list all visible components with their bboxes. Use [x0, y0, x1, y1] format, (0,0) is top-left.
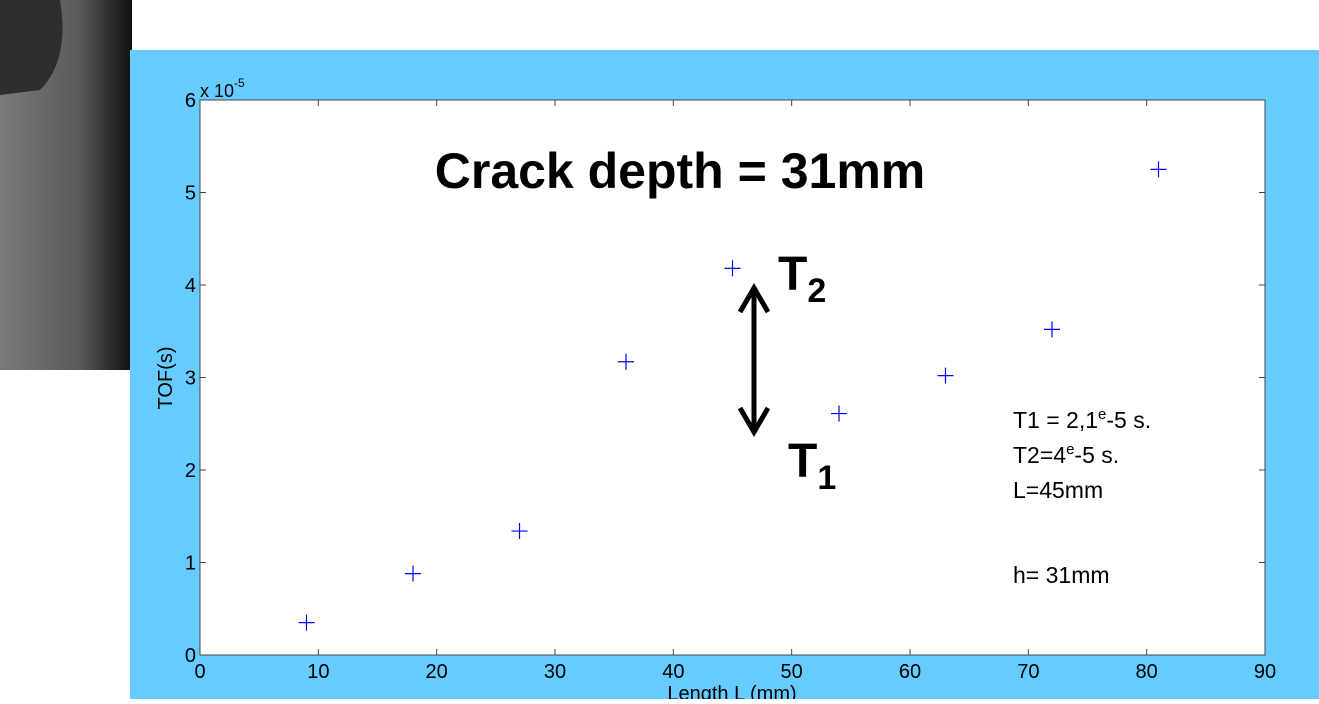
x-tick-label: 20: [426, 661, 448, 683]
x-tick-label: 30: [544, 661, 566, 683]
text-part: 1: [817, 459, 836, 497]
y-tick-label: 1: [185, 553, 196, 575]
y-tick-label: 4: [185, 275, 196, 297]
y-tick-label: 2: [185, 460, 196, 482]
text-part: T: [788, 435, 817, 488]
text-part: e: [1066, 441, 1074, 458]
y-tick-label: 5: [185, 183, 196, 205]
text-part: h= 31mm: [1013, 562, 1110, 588]
text-part: T: [778, 248, 807, 301]
text-part: T2=4: [1013, 442, 1066, 468]
text-part: -5: [234, 76, 245, 90]
y-tick-label: 6: [185, 90, 196, 112]
x-tick-label: 40: [662, 661, 684, 683]
y-axis-label: TOF(s): [155, 347, 177, 410]
note-line: h= 31mm: [1013, 562, 1110, 588]
text-part: -5 s.: [1106, 407, 1151, 433]
x-axis-label: Length L (mm): [667, 683, 796, 699]
note-line: L=45mm: [1013, 477, 1103, 503]
y-tick-label: 3: [185, 368, 196, 390]
slide: 01234560102030405060708090x 10-5TOF(s)Le…: [0, 0, 1319, 699]
text-part: x 10: [200, 81, 234, 101]
text-part: e: [1098, 406, 1106, 423]
note-line: T1 = 2,1e-5 s.: [1013, 406, 1151, 433]
text-part: T1 = 2,1: [1013, 407, 1098, 433]
text-part: L=45mm: [1013, 477, 1103, 503]
x-tick-label: 0: [194, 661, 205, 683]
text-part: 2: [807, 272, 826, 310]
text-part: -5 s.: [1074, 442, 1119, 468]
x-tick-label: 80: [1136, 661, 1158, 683]
x-tick-label: 70: [1017, 661, 1039, 683]
x-tick-label: 60: [899, 661, 921, 683]
x-tick-label: 90: [1254, 661, 1276, 683]
headline: Crack depth = 31mm: [435, 143, 925, 199]
x-tick-label: 50: [781, 661, 803, 683]
x-tick-label: 10: [307, 661, 329, 683]
